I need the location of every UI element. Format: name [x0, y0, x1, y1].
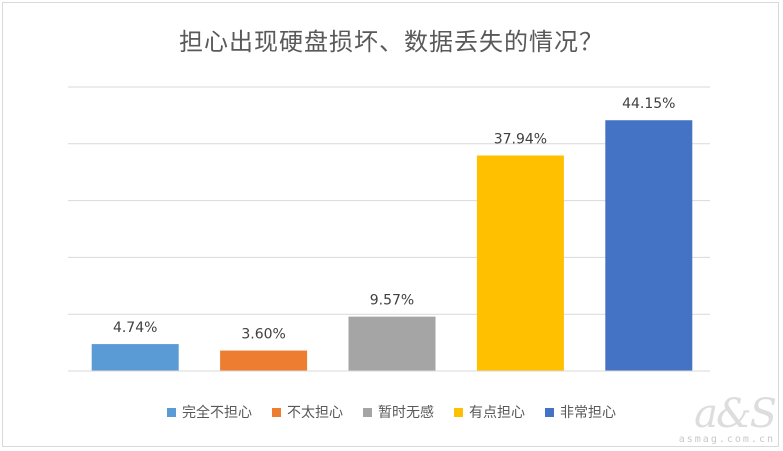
watermark-logo: a&S — [694, 391, 777, 437]
legend-swatch — [272, 407, 281, 417]
legend-item: 不太担心 — [272, 402, 343, 422]
legend-swatch — [363, 407, 372, 417]
chart-title: 担心出现硬盘损坏、数据丢失的情况？ — [179, 28, 604, 56]
legend-label: 完全不担心 — [182, 405, 252, 421]
data-label: 44.15% — [622, 96, 675, 112]
legend-item: 有点担心 — [454, 402, 525, 422]
bar-5 — [605, 120, 693, 371]
bar-3 — [348, 316, 436, 371]
bar-1 — [91, 344, 179, 371]
legend-label: 非常担心 — [560, 405, 616, 421]
watermark-url: asmag.com.cn — [678, 434, 775, 445]
legend-swatch — [167, 407, 176, 417]
data-label: 3.60% — [241, 327, 285, 343]
legend-item: 非常担心 — [545, 402, 616, 422]
legend-label: 有点担心 — [469, 405, 525, 421]
data-label: 37.94% — [494, 132, 547, 148]
legend-swatch — [545, 407, 554, 417]
data-label: 4.74% — [113, 320, 157, 336]
bar-4 — [476, 155, 564, 371]
bar-2 — [220, 350, 308, 371]
bars — [91, 120, 693, 371]
legend-label: 暂时无感 — [378, 405, 434, 421]
legend: 完全不担心 不太担心 暂时无感 有点担心 非常担心 — [0, 402, 783, 422]
legend-label: 不太担心 — [287, 405, 343, 421]
legend-item: 暂时无感 — [363, 402, 434, 422]
data-label: 9.57% — [370, 293, 414, 309]
gridlines — [68, 86, 710, 315]
data-labels: 4.74% 3.60% 9.57% 37.94% 44.15% — [113, 96, 676, 342]
watermark: a&S asmag.com.cn — [678, 391, 777, 445]
legend-item: 完全不担心 — [167, 402, 252, 422]
legend-swatch — [454, 407, 463, 417]
